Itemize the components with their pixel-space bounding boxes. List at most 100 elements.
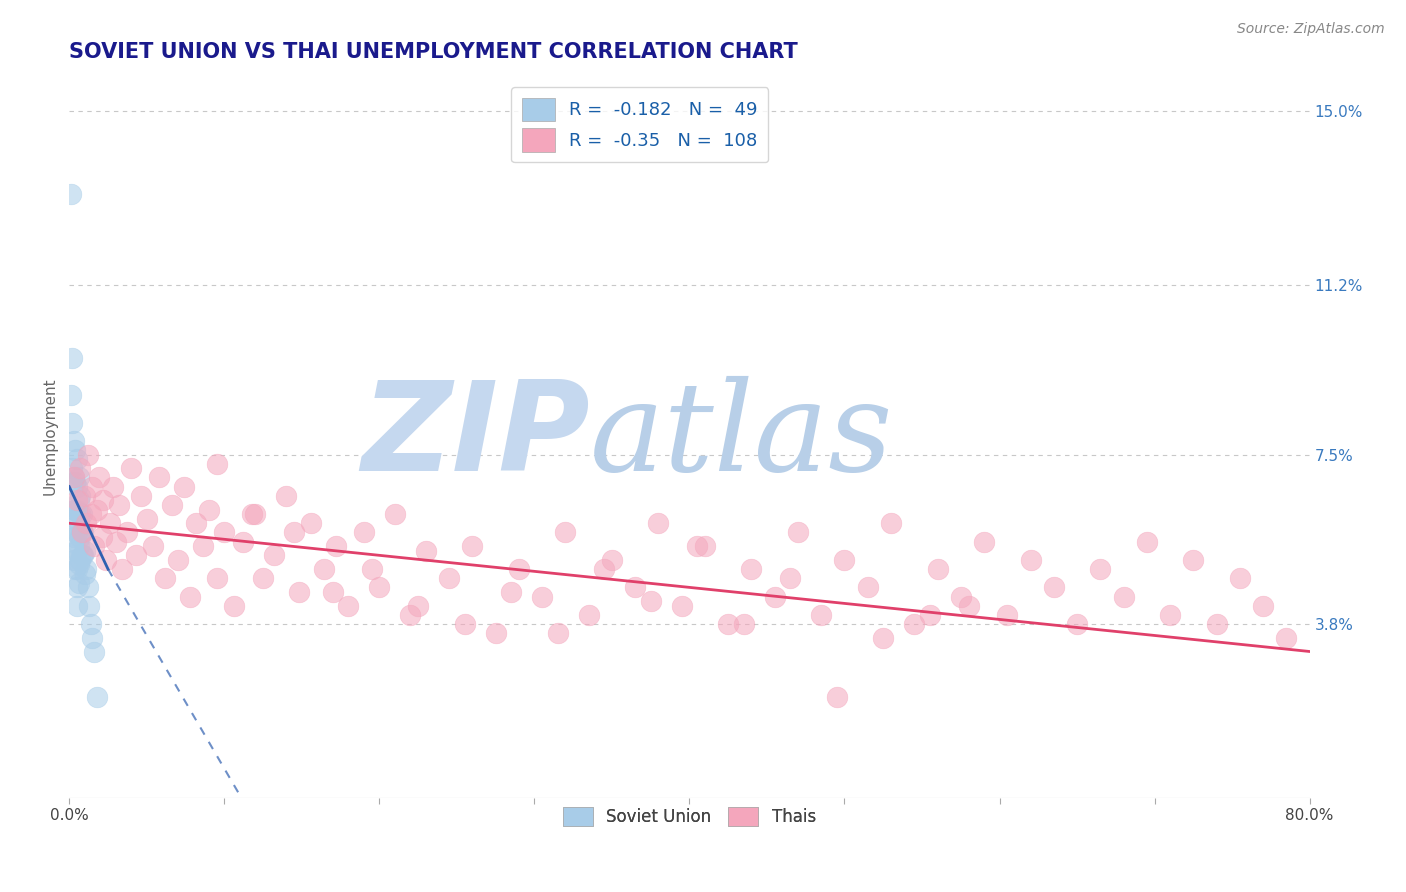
- Point: [406, 599, 429, 613]
- Point: [322, 585, 344, 599]
- Point: [86, 690, 108, 705]
- Point: [787, 525, 810, 540]
- Point: [717, 617, 740, 632]
- Point: [453, 617, 475, 632]
- Point: [59, 388, 82, 402]
- Point: [360, 562, 382, 576]
- Point: [63, 470, 86, 484]
- Point: [263, 549, 285, 563]
- Point: [872, 631, 894, 645]
- Point: [252, 571, 274, 585]
- Point: [75, 562, 97, 576]
- Point: [197, 502, 219, 516]
- Point: [135, 511, 157, 525]
- Point: [415, 543, 437, 558]
- Point: [63, 553, 86, 567]
- Point: [957, 599, 980, 613]
- Point: [80, 507, 103, 521]
- Point: [1229, 571, 1251, 585]
- Point: [299, 516, 322, 531]
- Point: [69, 461, 91, 475]
- Point: [437, 571, 460, 585]
- Point: [531, 590, 554, 604]
- Point: [173, 480, 195, 494]
- Point: [75, 516, 97, 531]
- Legend: Soviet Union, Thais: Soviet Union, Thais: [557, 800, 823, 833]
- Point: [66, 562, 89, 576]
- Point: [66, 599, 89, 613]
- Point: [65, 525, 87, 540]
- Point: [76, 448, 98, 462]
- Point: [927, 562, 949, 576]
- Point: [186, 516, 208, 531]
- Point: [70, 507, 93, 521]
- Point: [65, 502, 87, 516]
- Point: [63, 470, 86, 484]
- Point: [834, 553, 856, 567]
- Point: [903, 617, 925, 632]
- Point: [1275, 631, 1298, 645]
- Point: [82, 480, 104, 494]
- Point: [810, 607, 832, 622]
- Text: ZIP: ZIP: [361, 376, 591, 497]
- Point: [337, 599, 360, 613]
- Point: [69, 553, 91, 567]
- Point: [82, 631, 104, 645]
- Point: [67, 470, 90, 484]
- Point: [73, 489, 96, 503]
- Point: [60, 416, 83, 430]
- Point: [70, 549, 93, 563]
- Point: [60, 351, 83, 366]
- Point: [368, 581, 391, 595]
- Point: [148, 470, 170, 484]
- Point: [60, 507, 83, 521]
- Point: [740, 562, 762, 576]
- Point: [693, 539, 716, 553]
- Point: [508, 562, 530, 576]
- Point: [83, 644, 105, 658]
- Point: [155, 571, 177, 585]
- Point: [63, 434, 86, 448]
- Point: [104, 534, 127, 549]
- Point: [647, 516, 669, 531]
- Point: [547, 626, 569, 640]
- Point: [67, 558, 90, 572]
- Point: [918, 607, 941, 622]
- Point: [1043, 581, 1066, 595]
- Point: [179, 590, 201, 604]
- Point: [87, 470, 110, 484]
- Text: SOVIET UNION VS THAI UNEMPLOYMENT CORRELATION CHART: SOVIET UNION VS THAI UNEMPLOYMENT CORREL…: [69, 42, 799, 62]
- Point: [283, 525, 305, 540]
- Point: [60, 461, 83, 475]
- Point: [733, 617, 755, 632]
- Point: [973, 534, 995, 549]
- Point: [69, 507, 91, 521]
- Point: [69, 489, 91, 503]
- Point: [73, 566, 96, 581]
- Point: [66, 502, 89, 516]
- Point: [80, 617, 103, 632]
- Point: [554, 525, 576, 540]
- Point: [72, 549, 94, 563]
- Point: [125, 549, 148, 563]
- Point: [65, 475, 87, 489]
- Point: [353, 525, 375, 540]
- Point: [578, 607, 600, 622]
- Point: [66, 452, 89, 467]
- Point: [66, 543, 89, 558]
- Point: [593, 562, 616, 576]
- Point: [856, 581, 879, 595]
- Point: [65, 543, 87, 558]
- Point: [214, 525, 236, 540]
- Y-axis label: Unemployment: Unemployment: [44, 377, 58, 495]
- Point: [115, 525, 138, 540]
- Point: [120, 461, 142, 475]
- Point: [66, 581, 89, 595]
- Point: [83, 539, 105, 553]
- Point: [129, 489, 152, 503]
- Point: [399, 607, 422, 622]
- Point: [222, 599, 245, 613]
- Point: [69, 530, 91, 544]
- Point: [90, 530, 112, 544]
- Point: [779, 571, 801, 585]
